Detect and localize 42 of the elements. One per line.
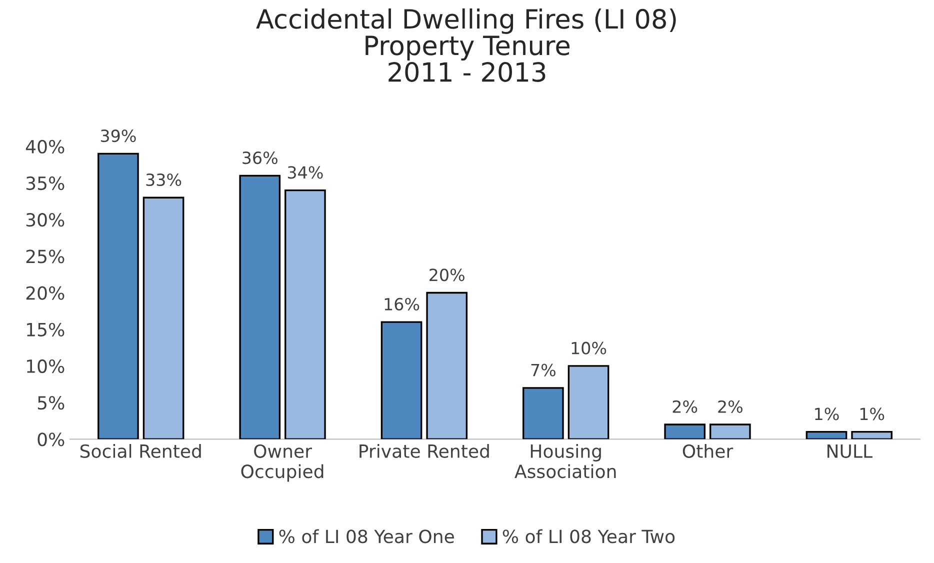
data-label: 1%: [815, 408, 839, 420]
x-tick-label: Other: [682, 444, 734, 458]
bar: [426, 292, 468, 440]
legend-label: % of LI 08 Year Two: [502, 529, 675, 544]
data-label: 7%: [531, 364, 556, 376]
data-label: 10%: [572, 342, 606, 354]
data-label: 2%: [672, 400, 698, 413]
y-tick-label: 35%: [26, 176, 64, 190]
data-label: 36%: [242, 151, 278, 164]
bar: [664, 424, 706, 440]
x-tick-label: NULL: [828, 444, 872, 458]
x-tick-label: Owner Occupied: [241, 444, 324, 482]
y-tick-label: 20%: [26, 286, 64, 300]
legend-label: % of LI 08 Year One: [279, 529, 454, 544]
y-tick-label: 0%: [38, 432, 64, 446]
bar: [851, 430, 892, 440]
bar: [98, 152, 139, 440]
chart-title: Accidental Dwelling Fires (LI 08) Property Tenure 2011 - 2013: [256, 8, 676, 82]
x-tick-label: Social Rented: [80, 444, 201, 458]
bar: [806, 430, 848, 440]
data-label: 16%: [384, 298, 420, 310]
data-label: 2%: [718, 400, 742, 413]
y-tick-label: 40%: [26, 140, 64, 154]
bar: [568, 365, 610, 440]
y-tick-label: 5%: [38, 396, 64, 410]
x-tick-label: Housing Association: [514, 444, 616, 478]
bar: [239, 174, 281, 440]
bar: [522, 387, 564, 440]
bar: [284, 189, 326, 440]
y-tick-label: 15%: [27, 322, 64, 336]
bar: [142, 196, 184, 440]
bar: [380, 321, 422, 440]
y-tick-label: 30%: [26, 213, 64, 227]
data-label: 1%: [860, 408, 884, 420]
data-label: 39%: [100, 130, 136, 142]
x-tick-label: Private Rented: [360, 444, 489, 458]
bar: [710, 424, 751, 440]
y-tick-label: 10%: [27, 359, 64, 374]
data-label: 33%: [146, 173, 182, 186]
data-label: 20%: [430, 268, 464, 282]
y-tick-label: 25%: [26, 250, 64, 264]
data-label: 34%: [288, 166, 323, 179]
